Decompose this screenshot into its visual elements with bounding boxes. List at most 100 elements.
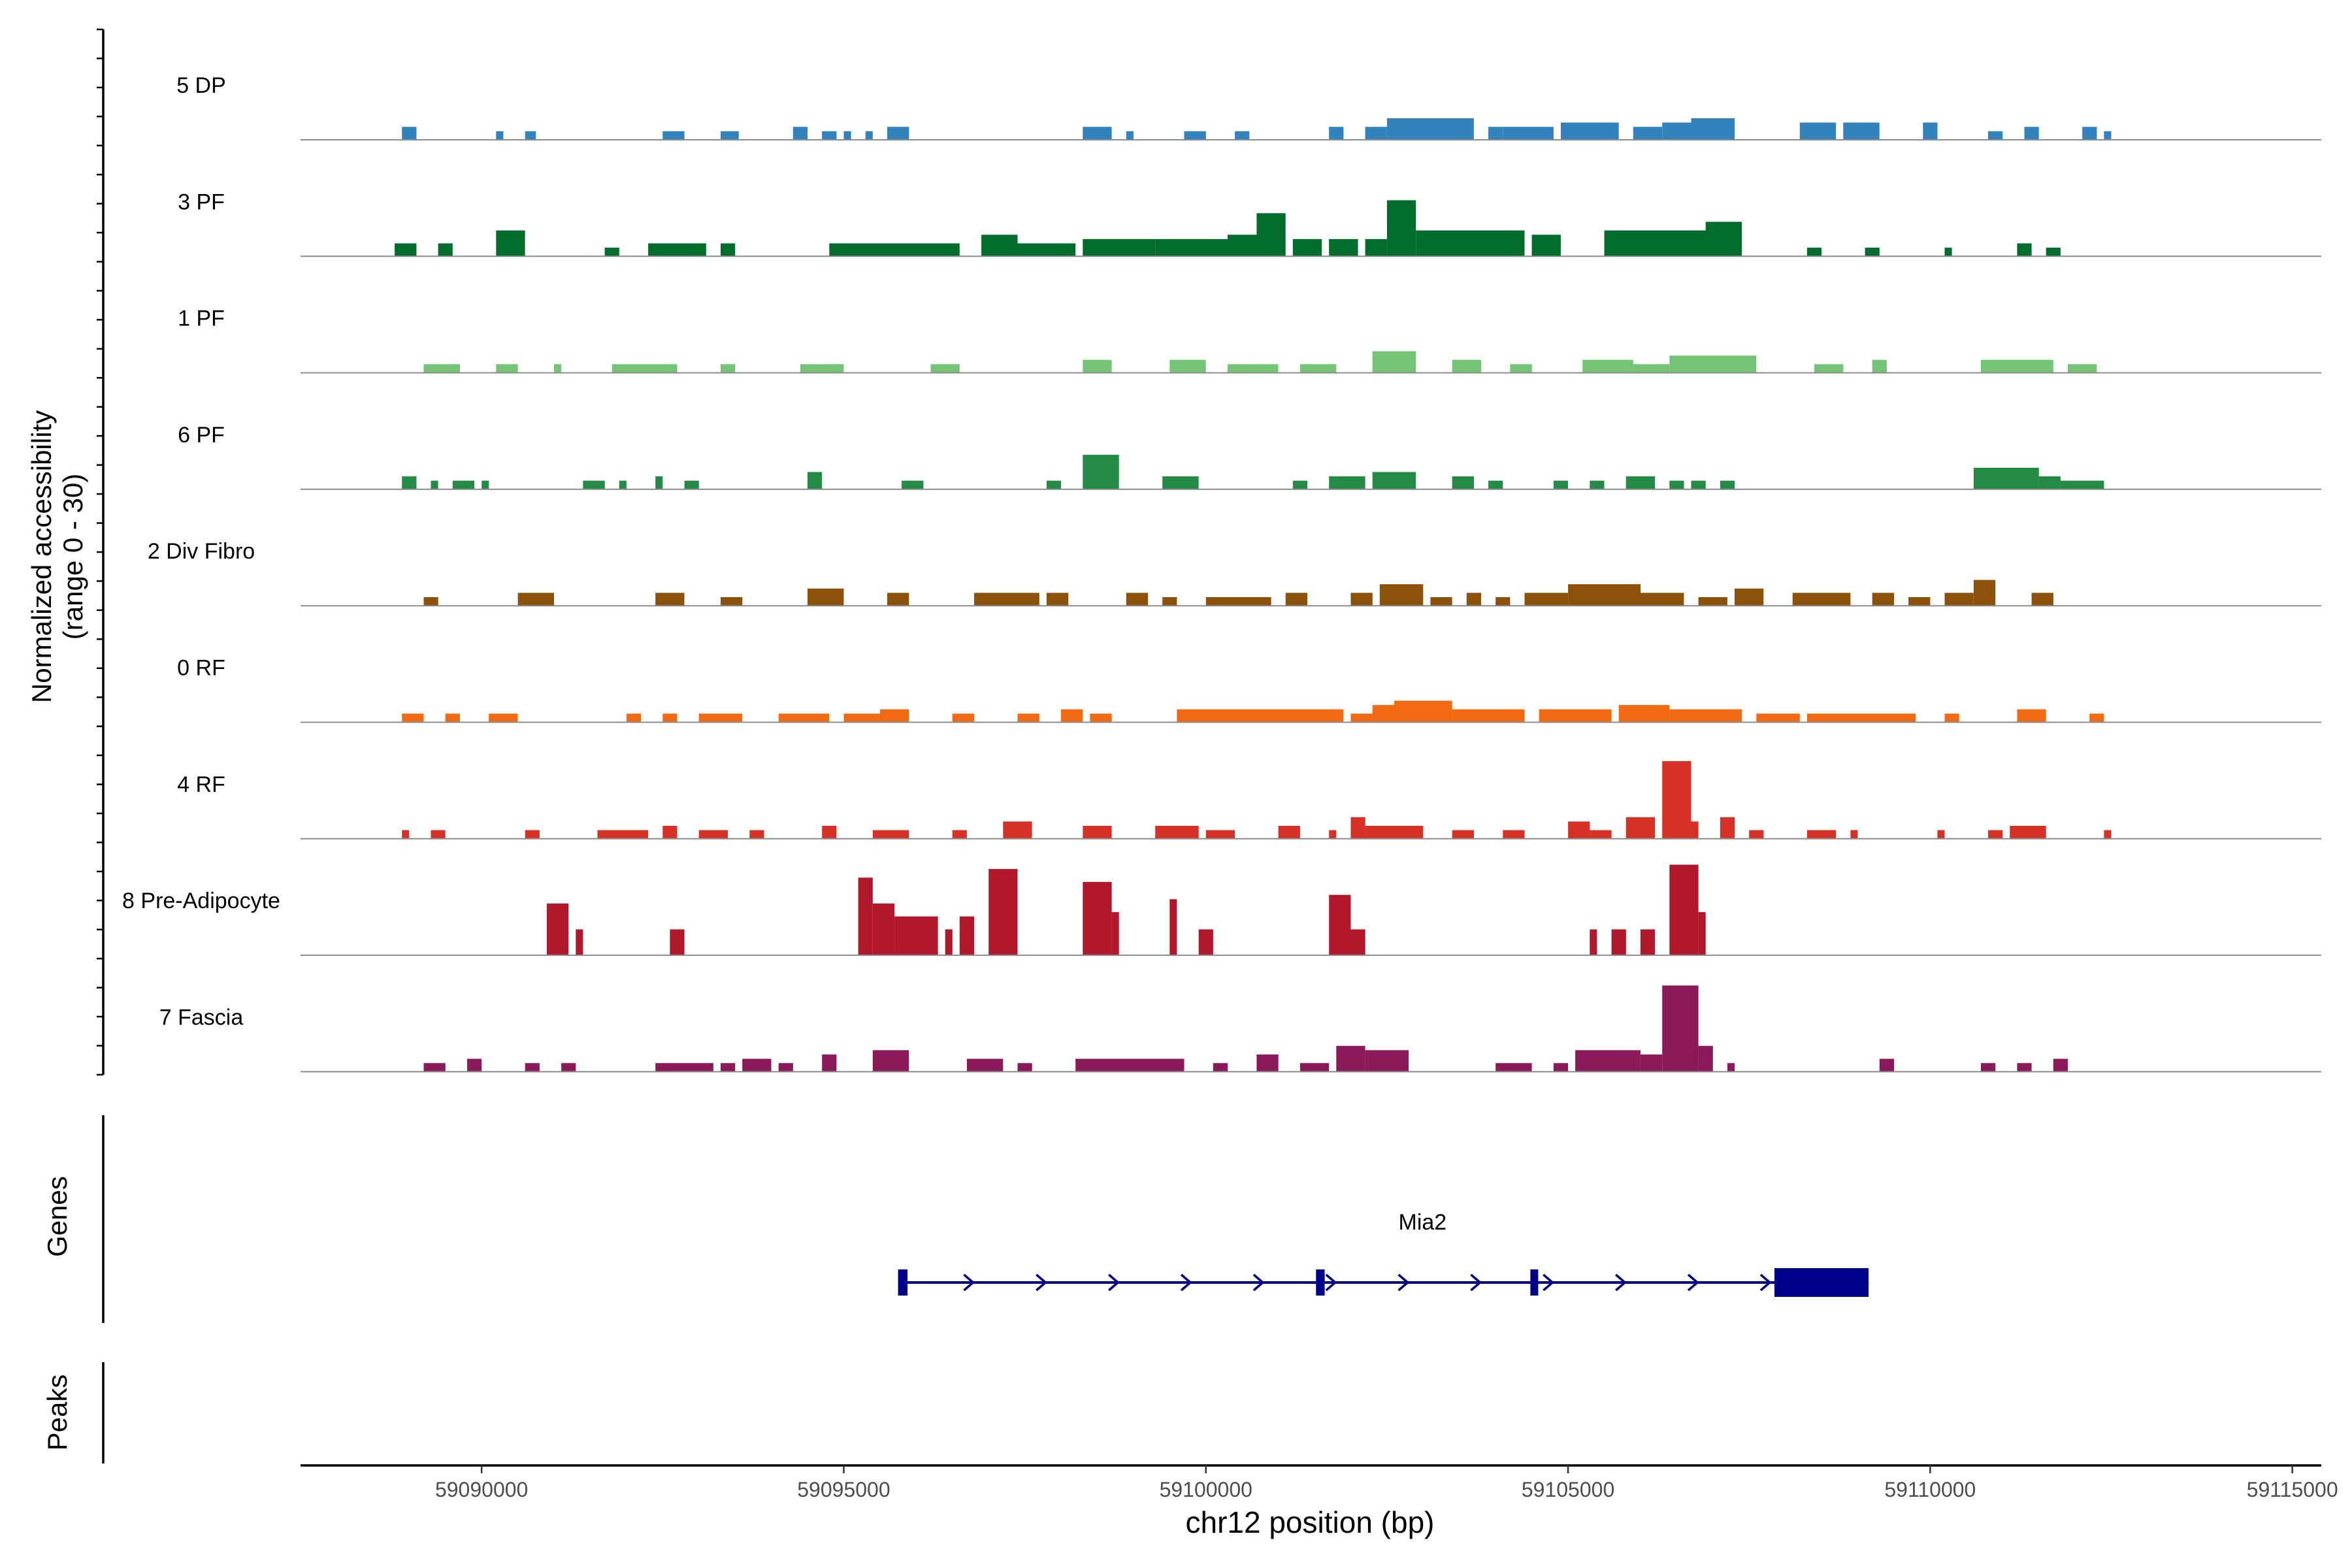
coverage-bar xyxy=(431,480,438,489)
coverage-bar xyxy=(1169,899,1177,956)
coverage-bar xyxy=(1973,580,1996,606)
coverage-bar xyxy=(1582,359,1633,373)
x-tick-label: 59105000 xyxy=(1522,1478,1614,1501)
coverage-bar xyxy=(1198,929,1213,956)
coverage-bar xyxy=(966,1058,1004,1072)
x-tick-label: 59100000 xyxy=(1160,1478,1252,1501)
coverage-bar xyxy=(1329,894,1351,956)
coverage-bar xyxy=(1083,455,1119,489)
coverage-bar xyxy=(2017,709,2046,723)
coverage-bar xyxy=(778,1063,793,1072)
coverage-bar xyxy=(670,929,685,956)
strand-arrow xyxy=(1180,1273,1192,1292)
track-label: 6 PF xyxy=(178,423,225,448)
coverage-bar xyxy=(1937,830,1945,839)
coverage-bar xyxy=(1386,118,1474,140)
coverage-bar xyxy=(1524,593,1568,606)
coverage-bar xyxy=(2053,1058,2068,1072)
coverage-bar xyxy=(1205,597,1271,606)
coverage-bar xyxy=(1662,985,1699,1072)
coverage-bar xyxy=(1285,593,1307,606)
track-label: 4 RF xyxy=(177,772,225,797)
coverage-bar xyxy=(612,364,678,373)
coverage-bar xyxy=(1633,364,1670,373)
exon xyxy=(1774,1268,1869,1297)
coverage-bar xyxy=(445,713,460,723)
coverage-bar xyxy=(1669,864,1699,956)
coverage-bar xyxy=(395,243,417,257)
coverage-bar xyxy=(1604,230,1648,257)
coverage-bar xyxy=(1111,912,1119,956)
coverage-bar xyxy=(858,877,873,956)
strand-arrow xyxy=(1325,1273,1337,1292)
coverage-bar xyxy=(1213,1063,1228,1072)
coverage-bar xyxy=(822,826,837,839)
coverage-bar xyxy=(1669,709,1742,723)
coverage-bar xyxy=(2082,127,2097,140)
track-label: 0 RF xyxy=(177,656,225,681)
coverage-bar xyxy=(1814,364,1844,373)
coverage-bar xyxy=(1488,127,1503,140)
strand-arrow xyxy=(1108,1273,1120,1292)
coverage-bar xyxy=(1372,351,1416,373)
coverage-bar xyxy=(402,127,417,140)
strand-arrow xyxy=(1036,1273,1048,1292)
coverage-bar xyxy=(698,830,728,839)
coverage-bar xyxy=(952,830,967,839)
coverage-bar xyxy=(1278,826,1300,839)
coverage-bar xyxy=(1336,1045,1365,1072)
track-0-rf: 0 RF xyxy=(177,656,2321,723)
coverage-bar xyxy=(902,480,924,489)
coverage-bar xyxy=(1792,593,1851,606)
coverage-bar xyxy=(1452,830,1474,839)
coverage-bar xyxy=(684,480,699,489)
coverage-bar xyxy=(1205,830,1235,839)
coverage-tracks: 5 DP 3 PF 1 PF 6 PF 2 Div Fibro 0 RF 4 RF 8 Pre… xyxy=(122,73,2321,1073)
strand-arrow xyxy=(1397,1273,1410,1292)
strand-arrow xyxy=(1470,1273,1482,1292)
coverage-bar xyxy=(1083,826,1112,839)
coverage-bar xyxy=(452,480,475,489)
coverage-bar xyxy=(1625,476,1655,489)
gene-name: Mia2 xyxy=(1399,1210,1447,1235)
track-7-fascia: 7 Fascia xyxy=(159,985,2321,1073)
coverage-bar xyxy=(1575,1050,1641,1072)
coverage-bar xyxy=(1126,593,1149,606)
coverage-bar xyxy=(843,713,880,723)
coverage-bar xyxy=(1184,131,1206,140)
coverage-bar xyxy=(1228,364,1279,373)
coverage-bar xyxy=(2024,127,2039,140)
coverage-bar xyxy=(778,713,830,723)
coverage-bar xyxy=(1720,480,1735,489)
x-axis-label: chr12 position (bp) xyxy=(1186,1505,1435,1539)
y-axis-range-label: (range 0 - 30) xyxy=(57,474,88,640)
coverage-bar xyxy=(1075,1058,1184,1072)
coverage-bar xyxy=(655,1063,713,1072)
coverage-bar xyxy=(865,131,873,140)
coverage-bar xyxy=(1003,821,1032,839)
coverage-bar xyxy=(1452,359,1481,373)
coverage-bar xyxy=(822,131,837,140)
coverage-bar xyxy=(1973,467,2039,489)
coverage-bar xyxy=(2017,1063,2032,1072)
exon xyxy=(1530,1269,1539,1296)
coverage-bar xyxy=(2038,476,2061,489)
coverage-bar xyxy=(554,364,562,373)
coverage-bar xyxy=(721,1063,736,1072)
coverage-bar xyxy=(887,593,909,606)
coverage-bar xyxy=(872,1050,909,1072)
track-1-pf: 1 PF xyxy=(178,306,2321,374)
coverage-bar xyxy=(1416,230,1525,257)
coverage-bar xyxy=(525,1063,540,1072)
coverage-bar xyxy=(981,235,1018,257)
coverage-bar xyxy=(1872,359,1887,373)
coverage-bar xyxy=(1872,593,1894,606)
strand-arrow xyxy=(1615,1273,1627,1292)
coverage-bar xyxy=(1495,597,1511,606)
coverage-bar xyxy=(698,713,743,723)
coverage-bar xyxy=(721,243,736,257)
coverage-bar xyxy=(1539,709,1612,723)
coverage-bar xyxy=(662,826,678,839)
coverage-bar xyxy=(1126,131,1134,140)
coverage-bar xyxy=(887,127,909,140)
